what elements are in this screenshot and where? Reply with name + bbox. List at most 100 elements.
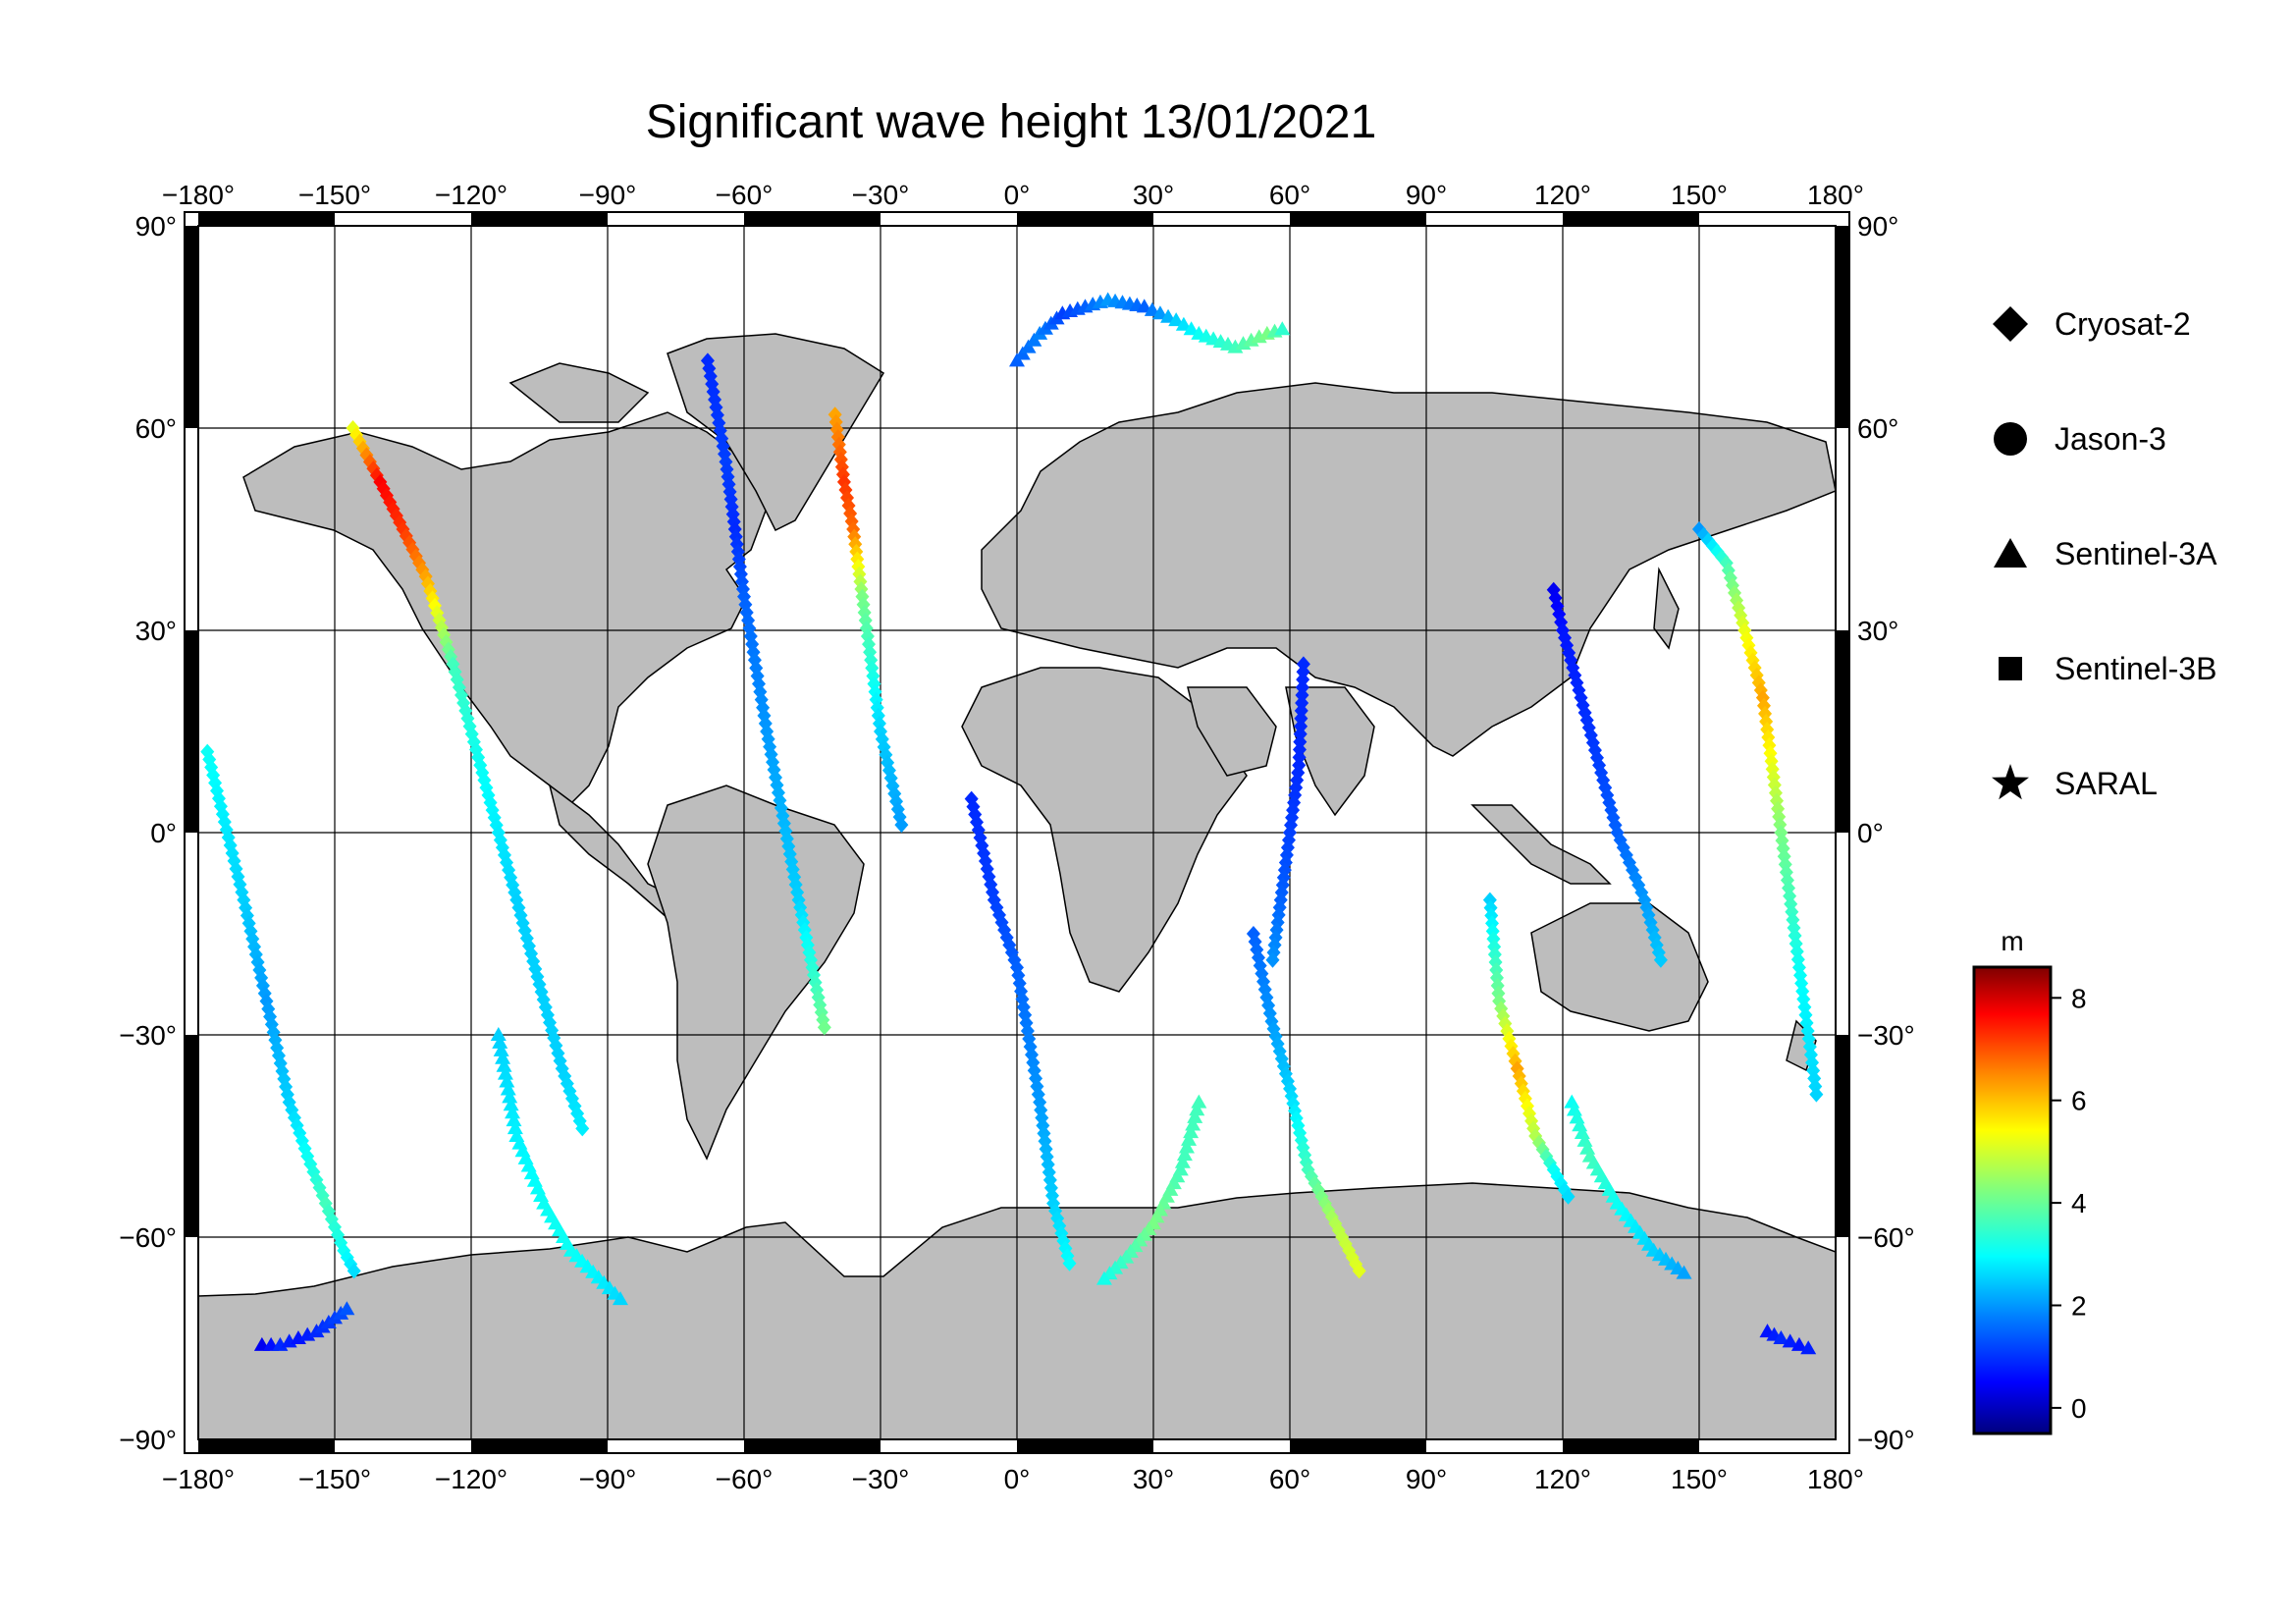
tick-labels: −180° −180° −150° −150° −120° −120° −90° −90° −6…	[119, 180, 1914, 1494]
data-point-triangle	[1174, 1154, 1191, 1168]
legend-label: Jason-3	[2055, 421, 2166, 457]
frame-bar-left	[185, 1035, 198, 1237]
data-point-diamond	[1809, 1086, 1824, 1103]
data-point-triangle	[1185, 1116, 1201, 1131]
data-point-diamond	[379, 487, 394, 504]
data-point-diamond	[817, 1019, 831, 1036]
data-point-triangle	[1183, 1124, 1200, 1139]
data-point-triangle	[1183, 321, 1200, 336]
lat-tick-label-left: 90°	[135, 211, 177, 242]
lat-tick-label-right: 60°	[1857, 413, 1898, 444]
lon-tick-label-bottom: 120°	[1534, 1464, 1591, 1494]
data-point-triangle	[1274, 321, 1291, 336]
legend-label: Cryosat-2	[2055, 306, 2191, 342]
lon-tick-label-top: 0°	[1004, 180, 1031, 210]
lon-tick-label-bottom: −90°	[579, 1464, 637, 1494]
lat-tick-label-left: 0°	[150, 818, 177, 848]
data-point-triangle	[1175, 316, 1192, 331]
lon-tick-label-bottom: −30°	[852, 1464, 910, 1494]
lat-tick-label-left: 60°	[135, 413, 177, 444]
lat-tick-label-left: −60°	[119, 1222, 177, 1253]
data-point-triangle	[1178, 1139, 1195, 1154]
lon-tick-label-top: 60°	[1269, 180, 1310, 210]
colorbar: m 8 6 4 2 0	[1972, 926, 2087, 1435]
southeast-asia	[1470, 804, 1612, 885]
data-point-diamond	[1265, 951, 1280, 968]
frame-bar-bottom	[198, 1439, 335, 1453]
frame-bar-bottom	[1017, 1439, 1153, 1453]
lat-tick-label-right: −90°	[1857, 1425, 1915, 1455]
square-icon	[1999, 657, 2022, 680]
australia	[1530, 902, 1709, 1032]
colorbar-tick-label: 4	[2071, 1188, 2087, 1218]
lon-tick-label-top: −60°	[716, 180, 774, 210]
legend: Cryosat-2 Jason-3 Sentinel-3A Sentinel-3B SA…	[1992, 306, 2217, 801]
data-point-triangle	[496, 1057, 512, 1072]
frame-bar-top	[744, 212, 881, 226]
data-point-triangle	[1151, 305, 1168, 320]
data-point-triangle	[1800, 1340, 1817, 1355]
lat-tick-label-right: −30°	[1857, 1020, 1915, 1051]
data-point-triangle	[1782, 1333, 1798, 1348]
data-point-triangle	[495, 1050, 511, 1064]
lon-tick-label-bottom: −120°	[435, 1464, 507, 1494]
map-frame	[184, 211, 1850, 1454]
colorbar-tick-label: 2	[2071, 1291, 2087, 1322]
data-point-diamond	[1062, 1255, 1077, 1271]
legend-label: Sentinel-3B	[2055, 651, 2216, 686]
data-point-triangle	[502, 1089, 518, 1104]
data-point-triangle	[1181, 1131, 1198, 1146]
data-point-triangle	[1773, 1330, 1789, 1344]
data-point-triangle	[1187, 1109, 1203, 1123]
legend-label: SARAL	[2055, 766, 2158, 801]
data-point-diamond	[1796, 991, 1811, 1007]
lon-tick-label-bottom: 180°	[1807, 1464, 1864, 1494]
eurasia	[981, 382, 1836, 757]
data-point-triangle	[1095, 1271, 1112, 1285]
legend-item: SARAL	[1992, 764, 2158, 801]
star-icon	[1992, 764, 2029, 800]
lon-tick-label-bottom: 150°	[1671, 1464, 1728, 1494]
colorbar-tick-label: 0	[2071, 1393, 2087, 1424]
arabia	[1187, 686, 1277, 777]
frame-bar-top	[1563, 212, 1699, 226]
lat-tick-label-left: −30°	[119, 1020, 177, 1051]
data-point-diamond	[894, 817, 909, 834]
data-point-triangle	[1176, 1147, 1193, 1162]
colorbar-tick-label: 6	[2071, 1086, 2087, 1116]
frame-bar-right	[1836, 630, 1849, 833]
frame-bar-right	[1836, 226, 1849, 428]
data-point-diamond	[243, 923, 258, 940]
lon-tick-label-bottom: 60°	[1269, 1464, 1310, 1494]
data-point-triangle	[503, 1097, 519, 1111]
frame-bar-bottom	[1290, 1439, 1426, 1453]
north-america	[242, 411, 767, 807]
lon-tick-label-bottom: −180°	[162, 1464, 235, 1494]
lat-tick-label-right: 90°	[1857, 211, 1898, 242]
frame-bar-top	[198, 212, 335, 226]
data-point-triangle	[497, 1065, 513, 1080]
lon-tick-label-top: −150°	[298, 180, 371, 210]
lon-tick-label-top: −90°	[579, 180, 637, 210]
data-point-triangle	[339, 1301, 355, 1316]
lon-tick-label-bottom: 30°	[1133, 1464, 1174, 1494]
frame-bar-right	[1836, 1035, 1849, 1237]
colorbar-unit: m	[2001, 926, 2023, 956]
data-point-triangle	[506, 1112, 522, 1127]
south-america	[647, 784, 865, 1161]
data-point-triangle	[612, 1291, 628, 1306]
lon-tick-label-top: 90°	[1406, 180, 1447, 210]
data-point-triangle	[507, 1120, 523, 1135]
legend-item: Jason-3	[1994, 421, 2166, 457]
frame-bar-bottom	[744, 1439, 881, 1453]
lon-tick-label-top: 150°	[1671, 180, 1728, 210]
colorbar-gradient	[1972, 965, 2053, 1435]
lon-tick-label-top: 120°	[1534, 180, 1591, 210]
japan	[1653, 567, 1680, 650]
lon-tick-label-bottom: 0°	[1004, 1464, 1031, 1494]
satellite-tracks	[200, 292, 1824, 1355]
lon-tick-label-bottom: −150°	[298, 1464, 371, 1494]
greenland	[667, 333, 885, 532]
lon-tick-label-bottom: −60°	[716, 1464, 774, 1494]
